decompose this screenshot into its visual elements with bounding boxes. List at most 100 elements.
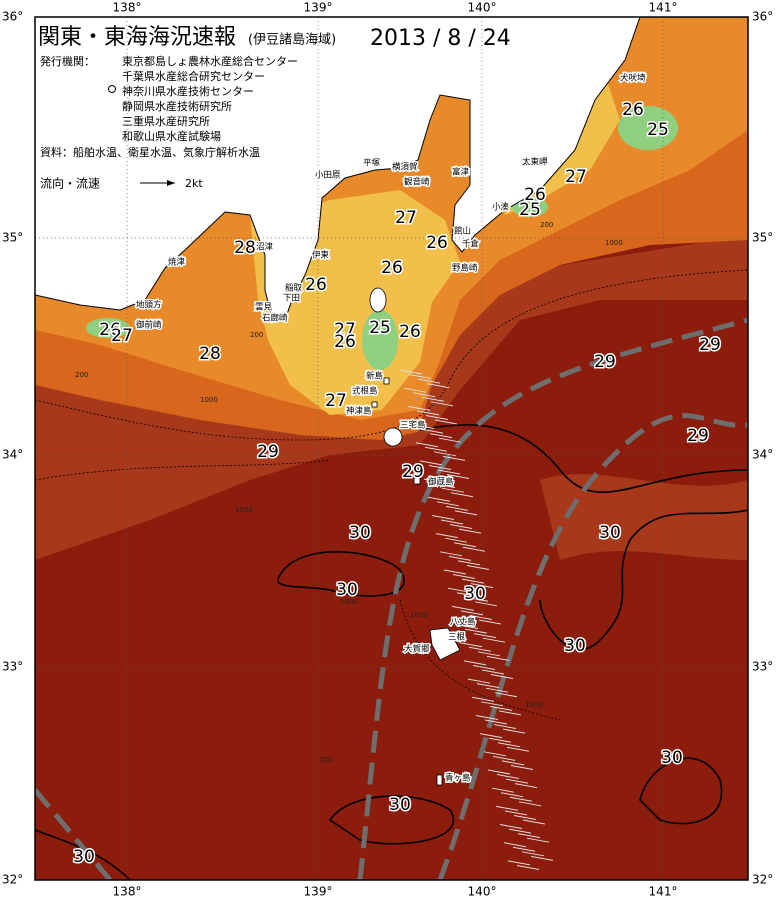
- temperature-label: 26: [426, 233, 448, 253]
- current-vector: [485, 687, 509, 693]
- current-vector: [468, 646, 492, 652]
- current-vector: [411, 424, 435, 430]
- current-vector: [502, 728, 526, 734]
- current-vector: [463, 660, 487, 666]
- lat-label: 36°: [752, 10, 773, 24]
- region: (伊豆諸島海域): [248, 32, 336, 48]
- current-vector: [438, 437, 462, 443]
- current-vector: [420, 428, 444, 434]
- place-name: 三宅島: [400, 420, 426, 431]
- date: 2013 / 8 / 24: [370, 26, 511, 51]
- temperature-label: 26: [524, 185, 546, 205]
- current-vector: [522, 819, 546, 825]
- current-vector: [415, 442, 439, 448]
- temperature-label: 26: [334, 332, 356, 352]
- lat-label: 33°: [2, 660, 23, 674]
- temperature-label: 25: [647, 120, 669, 140]
- agency: 三重県水産研究所: [122, 114, 210, 128]
- current-vector: [473, 633, 497, 639]
- current-vector: [513, 814, 537, 820]
- current-vector: [509, 796, 533, 802]
- current-vector: [449, 524, 473, 530]
- islands: [369, 287, 461, 786]
- lon-label: 138°: [113, 885, 142, 899]
- current-vector: [481, 669, 505, 675]
- temperature-label: 25: [519, 200, 541, 220]
- temperature-label: 30: [349, 523, 371, 543]
- current-vector: [476, 683, 500, 689]
- current-vector: [408, 374, 432, 380]
- current-vector: [416, 410, 440, 416]
- place-name: 犬吠埼: [620, 73, 646, 84]
- place-name: 伊東: [312, 250, 330, 261]
- current-vector: [399, 369, 423, 375]
- current-vector: [427, 496, 451, 502]
- temperature-label: 30: [599, 523, 621, 543]
- agency: 東京都島しょ農林水産総合センター: [122, 54, 298, 68]
- current-vector: [456, 592, 480, 598]
- current-vector: [429, 433, 453, 439]
- depth-label: 1000: [605, 239, 623, 247]
- place-name: 観音崎: [404, 177, 430, 188]
- place-name: 地頭方: [136, 300, 162, 311]
- current-vector: [467, 678, 491, 684]
- depth-label: 1000: [410, 611, 428, 619]
- current-vector: [500, 792, 524, 798]
- place-name: 小湊: [492, 202, 510, 213]
- land: [35, 17, 641, 321]
- current-vector: [455, 624, 479, 630]
- current-vector: [514, 783, 538, 789]
- current-vector: [490, 674, 514, 680]
- lon-label: 141°: [649, 1, 678, 15]
- current-vector: [475, 714, 499, 720]
- current-vector: [458, 528, 482, 534]
- lat-label: 32°: [752, 873, 773, 887]
- place-name: 太東岬: [522, 157, 548, 168]
- lat-label: 34°: [752, 448, 773, 462]
- current-vector: [437, 469, 461, 475]
- current-vector: [465, 596, 489, 602]
- current-vector: [430, 401, 454, 407]
- current-vector: [444, 537, 468, 543]
- current-vector: [428, 464, 452, 470]
- temperature-label: 30: [564, 636, 586, 656]
- current-vector: [432, 483, 456, 489]
- temperature-label: 27: [395, 208, 417, 228]
- agency: 神奈川県水産技術センター: [122, 84, 254, 98]
- place-name: 下田: [283, 294, 300, 304]
- depth-label: 1000: [340, 598, 358, 606]
- temperature-label: 28: [234, 238, 256, 258]
- current-vector: [493, 724, 517, 730]
- current-vector: [488, 737, 512, 743]
- current-vector: [457, 560, 481, 566]
- current-vector: [477, 651, 501, 657]
- lon-label: 140°: [468, 885, 497, 899]
- temperature-label: 26: [399, 322, 421, 342]
- current-vector: [526, 837, 550, 843]
- depth-label: 200: [250, 331, 263, 339]
- place-name: 沼津: [256, 242, 274, 253]
- place-name: 御蔵島: [428, 477, 454, 488]
- current-vector: [451, 605, 475, 611]
- temperature-label: 26: [305, 275, 327, 295]
- lat-label: 32°: [2, 873, 23, 887]
- current-vector: [480, 701, 504, 707]
- current-vector: [435, 533, 459, 539]
- legend-arrowhead: [167, 180, 175, 186]
- marker: [108, 85, 116, 93]
- lon-label: 138°: [113, 1, 142, 15]
- temperature-label: 29: [687, 426, 709, 446]
- current-vector: [530, 855, 554, 861]
- current-vector: [496, 774, 520, 780]
- depth-label: 1000: [200, 396, 218, 404]
- current-vector: [508, 828, 532, 834]
- temperature-label: 30: [389, 795, 411, 815]
- map-frame: [34, 16, 749, 881]
- temperature-label: 27: [334, 320, 356, 340]
- current-vector: [478, 619, 502, 625]
- agency: 千葉県水産総合研究センター: [122, 69, 265, 83]
- temperature-label: 29: [402, 462, 424, 482]
- depth-label: 1000: [235, 506, 253, 514]
- current-vector: [499, 824, 523, 830]
- sources: 資料：船舶水温、衛星水温、気象庁解析水温: [40, 145, 260, 159]
